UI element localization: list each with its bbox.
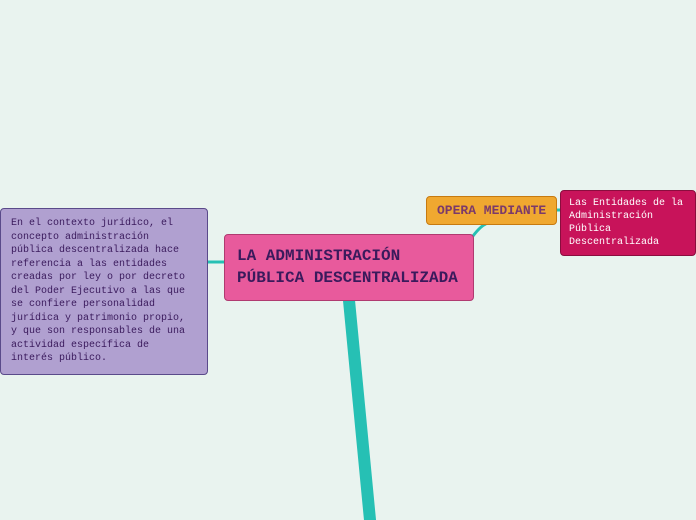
central-node[interactable]: LA ADMINISTRACIÓN PÚBLICA DESCENTRALIZAD…	[224, 234, 474, 301]
entity-node[interactable]: Las Entidades de la Administración Públi…	[560, 190, 696, 256]
central-line2: PÚBLICA DESCENTRALIZADA	[237, 267, 461, 289]
info-text: En el contexto jurídico, el concepto adm…	[11, 218, 185, 364]
entity-line2: Administración Pública	[569, 210, 687, 236]
info-node: En el contexto jurídico, el concepto adm…	[0, 208, 208, 375]
opera-text: OPERA MEDIANTE	[437, 203, 546, 218]
opera-node[interactable]: OPERA MEDIANTE	[426, 196, 557, 225]
entity-line1: Las Entidades de la	[569, 197, 687, 210]
connector	[348, 290, 370, 520]
central-line1: LA ADMINISTRACIÓN	[237, 245, 461, 267]
entity-line3: Descentralizada	[569, 236, 687, 249]
